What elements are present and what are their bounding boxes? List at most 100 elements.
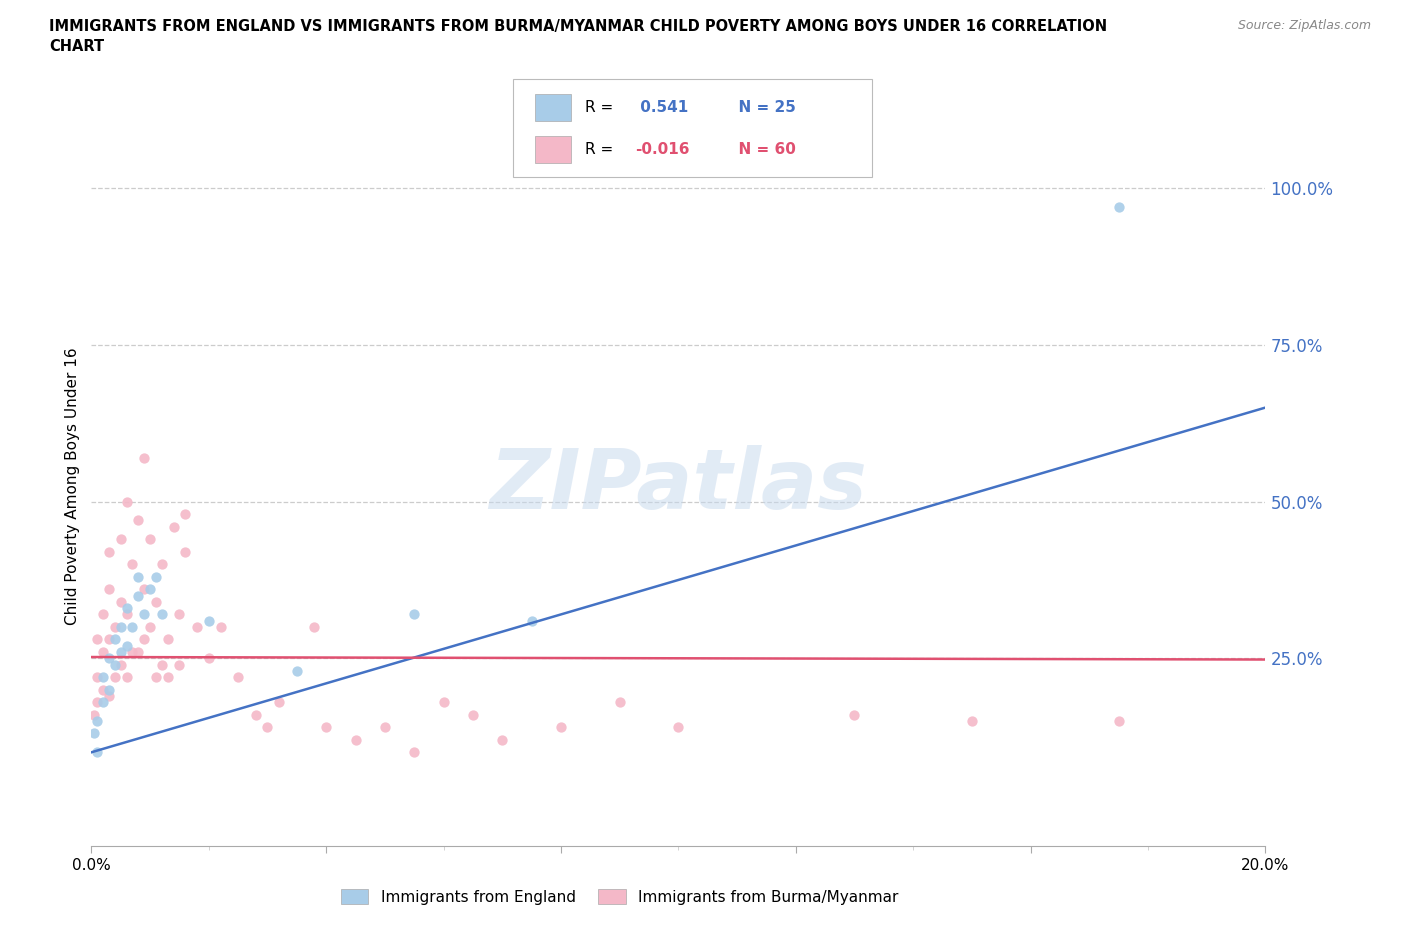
Point: [156, 670, 179, 684]
FancyBboxPatch shape: [513, 79, 872, 177]
Point: [145, 594, 167, 609]
Point: [134, 582, 156, 597]
Text: CHART: CHART: [49, 39, 104, 54]
Point: [609, 695, 631, 710]
Point: [110, 619, 132, 634]
Point: [1108, 713, 1130, 728]
Point: [461, 707, 484, 722]
Point: [86, 632, 108, 647]
Bar: [534, 94, 571, 121]
Point: [145, 569, 167, 584]
Point: [86, 713, 108, 728]
Text: N = 25: N = 25: [728, 100, 796, 115]
Text: ZIPatlas: ZIPatlas: [489, 445, 868, 526]
Point: [344, 732, 367, 747]
Point: [86, 745, 108, 760]
Bar: [534, 136, 571, 163]
Point: [91, 644, 114, 659]
Point: [134, 450, 156, 465]
Point: [104, 670, 127, 684]
Point: [960, 713, 983, 728]
Text: N = 60: N = 60: [728, 142, 796, 157]
Legend: Immigrants from England, Immigrants from Burma/Myanmar: Immigrants from England, Immigrants from…: [335, 883, 904, 910]
Point: [315, 720, 337, 735]
Point: [150, 557, 173, 572]
Point: [550, 720, 572, 735]
Point: [127, 513, 149, 528]
Point: [150, 607, 173, 622]
Point: [156, 632, 179, 647]
Point: [245, 707, 267, 722]
Point: [121, 557, 143, 572]
Point: [162, 519, 184, 534]
Point: [115, 601, 138, 616]
Point: [256, 720, 278, 735]
Point: [197, 651, 219, 666]
Point: [174, 544, 197, 559]
Point: [134, 607, 156, 622]
Point: [110, 594, 132, 609]
Point: [121, 644, 143, 659]
Text: R =: R =: [585, 142, 619, 157]
Point: [186, 619, 208, 634]
Point: [115, 638, 138, 653]
Point: [145, 670, 167, 684]
Point: [83, 726, 105, 741]
Point: [374, 720, 396, 735]
Text: 0.541: 0.541: [636, 100, 689, 115]
Point: [91, 607, 114, 622]
Point: [404, 745, 426, 760]
Point: [134, 632, 156, 647]
Point: [226, 670, 249, 684]
Point: [139, 582, 162, 597]
Point: [104, 658, 127, 672]
Point: [115, 607, 138, 622]
Point: [432, 695, 454, 710]
Point: [91, 670, 114, 684]
Y-axis label: Child Poverty Among Boys Under 16: Child Poverty Among Boys Under 16: [65, 347, 80, 625]
Point: [197, 613, 219, 628]
Point: [83, 707, 105, 722]
Point: [150, 658, 173, 672]
Point: [844, 707, 866, 722]
Point: [139, 532, 162, 547]
Point: [98, 582, 121, 597]
Point: [86, 670, 108, 684]
Point: [115, 670, 138, 684]
Point: [86, 695, 108, 710]
Point: [666, 720, 689, 735]
Point: [127, 569, 149, 584]
Point: [491, 732, 513, 747]
Text: IMMIGRANTS FROM ENGLAND VS IMMIGRANTS FROM BURMA/MYANMAR CHILD POVERTY AMONG BOY: IMMIGRANTS FROM ENGLAND VS IMMIGRANTS FR…: [49, 19, 1108, 33]
Point: [169, 607, 191, 622]
Point: [174, 507, 197, 522]
Point: [91, 683, 114, 698]
Point: [98, 688, 121, 703]
Text: -0.016: -0.016: [636, 142, 689, 157]
Point: [269, 695, 291, 710]
Point: [110, 658, 132, 672]
Text: Source: ZipAtlas.com: Source: ZipAtlas.com: [1237, 19, 1371, 32]
Point: [98, 651, 121, 666]
Point: [139, 619, 162, 634]
Point: [1108, 200, 1130, 215]
Point: [104, 619, 127, 634]
Point: [304, 619, 326, 634]
Point: [98, 683, 121, 698]
Point: [121, 619, 143, 634]
Text: R =: R =: [585, 100, 619, 115]
Point: [98, 544, 121, 559]
Point: [285, 663, 308, 678]
Point: [110, 532, 132, 547]
Point: [104, 632, 127, 647]
Point: [404, 607, 426, 622]
Point: [209, 619, 232, 634]
Point: [127, 644, 149, 659]
Point: [520, 613, 543, 628]
Point: [127, 588, 149, 603]
Point: [169, 658, 191, 672]
Point: [110, 644, 132, 659]
Point: [91, 695, 114, 710]
Point: [115, 494, 138, 509]
Point: [98, 632, 121, 647]
